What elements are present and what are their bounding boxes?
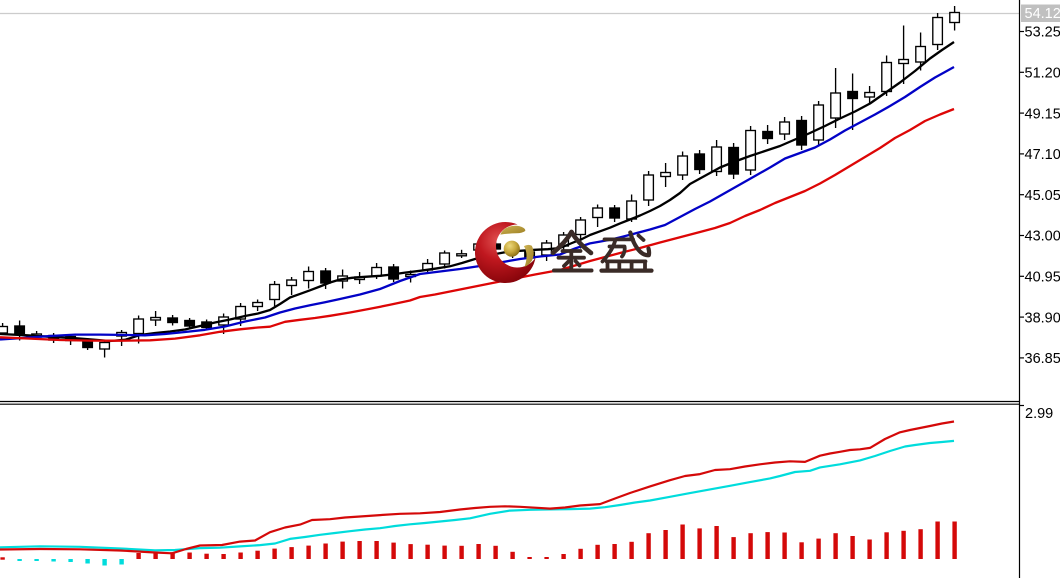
svg-text:54.12: 54.12	[1025, 6, 1060, 22]
svg-text:47.10: 47.10	[1025, 147, 1060, 163]
svg-text:36.85: 36.85	[1025, 351, 1060, 367]
svg-text:49.15: 49.15	[1025, 106, 1060, 122]
svg-text:51.20: 51.20	[1025, 66, 1060, 82]
svg-text:53.25: 53.25	[1025, 25, 1060, 41]
svg-text:2.99: 2.99	[1025, 406, 1053, 422]
svg-text:45.05: 45.05	[1025, 188, 1060, 204]
svg-text:40.95: 40.95	[1025, 270, 1060, 286]
svg-text:43.00: 43.00	[1025, 229, 1060, 245]
svg-text:38.90: 38.90	[1025, 310, 1060, 326]
